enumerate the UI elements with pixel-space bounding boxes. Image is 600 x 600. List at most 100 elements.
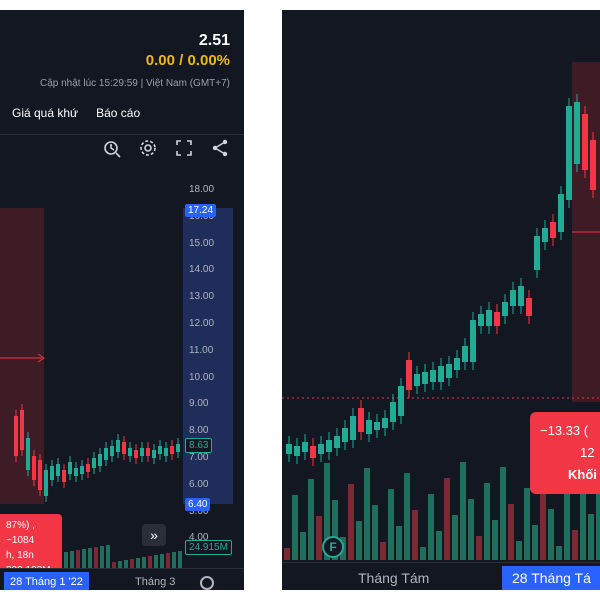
volume-bar [420, 547, 426, 560]
candle-body [62, 470, 66, 482]
gear-icon[interactable] [138, 138, 158, 158]
price-tick: 8.00 [189, 425, 209, 437]
candle-body [294, 446, 300, 456]
volume-bar [64, 552, 68, 568]
volume-bar [142, 557, 146, 568]
indicator-icon[interactable] [102, 138, 122, 158]
tab-report[interactable]: Báo cáo [96, 106, 141, 120]
candle-body [398, 386, 404, 416]
volume-bar [564, 493, 570, 560]
volume-bar [118, 561, 122, 568]
price-change: 0.00 / 0.00% [145, 52, 230, 69]
candle-body [68, 462, 72, 474]
volume-bar [460, 462, 466, 560]
event-marker-icon[interactable]: F [322, 536, 344, 558]
price-tick: 13.00 [189, 291, 215, 303]
candle-body [382, 418, 388, 428]
price-tick: 7.00 [189, 452, 209, 463]
left-chart-panel: 2.51 0.00 / 0.00% Cập nhật lúc 15:29:59 … [0, 10, 244, 590]
tooltip-line: h, 18n [6, 550, 34, 561]
selection-zone [0, 208, 44, 504]
candle-body [366, 420, 372, 434]
volume-bar [452, 515, 458, 560]
volume-bar [468, 499, 474, 560]
date-chip-right: 28 Tháng Tá [502, 566, 600, 590]
candle-body [534, 236, 540, 270]
candle-body [302, 442, 308, 452]
candle-body [414, 374, 420, 386]
volume-bar [316, 516, 322, 560]
candle-body [494, 312, 500, 326]
candle-body [326, 440, 332, 452]
candle-body [438, 366, 444, 382]
candle-body [74, 468, 78, 476]
volume-bar [540, 472, 546, 560]
volume-bar [572, 530, 578, 560]
volume-bar [136, 558, 140, 568]
volume-bar [172, 552, 176, 568]
candle-body [502, 302, 508, 316]
ohlc-tooltip-right: −13.33 ( 12 Khối [530, 412, 600, 494]
candle-body [32, 456, 36, 480]
candle-body [134, 450, 138, 458]
volume-bar [148, 556, 152, 568]
price-tick: 5.00 [189, 505, 209, 517]
volume-bar [516, 541, 522, 560]
candle-body [422, 372, 428, 384]
candle-body [152, 450, 156, 458]
divider [0, 134, 244, 135]
price-tick: 4.00 [189, 532, 209, 544]
volume-bar [548, 509, 554, 560]
volume-bar [284, 548, 290, 560]
candle-body [518, 286, 524, 306]
volume-bar [154, 555, 158, 568]
candle-body [86, 464, 90, 472]
candlestick-chart-left[interactable] [0, 170, 244, 570]
month-label: Tháng 3 [135, 576, 176, 588]
candlestick-chart-right[interactable] [282, 10, 600, 570]
right-chart-panel: −13.33 ( 12 Khối F Tháng Tám 28 Tháng Tá [282, 10, 600, 590]
candle-body [526, 298, 532, 316]
candle-body [50, 466, 54, 480]
volume-bar [324, 463, 330, 560]
share-icon[interactable] [210, 138, 230, 158]
candle-body [38, 460, 42, 490]
tab-bar: Giá quá khứ Báo cáo [12, 106, 140, 120]
price-tick: 14.00 [189, 264, 215, 276]
candle-body [406, 360, 412, 390]
candle-body [358, 408, 364, 432]
candle-body [20, 410, 24, 450]
candle-body [334, 436, 340, 448]
tooltip-line: 12 [580, 445, 595, 460]
measure-arrow-head [37, 353, 45, 363]
volume-bar [500, 467, 506, 560]
scroll-forward-button[interactable]: » [142, 524, 166, 546]
candle-body [14, 416, 18, 456]
candle-body [510, 290, 516, 306]
tab-history[interactable]: Giá quá khứ [12, 106, 79, 120]
volume-bar [166, 553, 170, 568]
volume-bar [484, 483, 490, 560]
last-price-badge: 8.63 [185, 438, 213, 453]
volume-bar [532, 525, 538, 560]
candle-body [478, 314, 484, 326]
volume-bar [124, 560, 128, 568]
candle-body [164, 448, 168, 456]
tooltip-line: −13.33 ( [540, 423, 589, 438]
candle-body [92, 458, 96, 468]
price-tick: 6.00 [189, 478, 209, 490]
candle-body [170, 446, 174, 454]
candle-body [146, 448, 150, 456]
candle-body [566, 106, 572, 200]
reset-scale-icon[interactable] [200, 576, 214, 590]
volume-bar [436, 531, 442, 560]
candle-body [582, 114, 588, 170]
last-price: 2.51 [198, 32, 230, 49]
candle-body [574, 102, 580, 164]
fullscreen-icon[interactable] [174, 138, 194, 158]
candle-body [542, 228, 548, 242]
lower-price-badge: 6.40 [185, 498, 211, 511]
candle-body [128, 448, 132, 456]
date-chip: 28 Tháng 1 '22 [4, 572, 89, 590]
volume-bar [292, 495, 298, 560]
